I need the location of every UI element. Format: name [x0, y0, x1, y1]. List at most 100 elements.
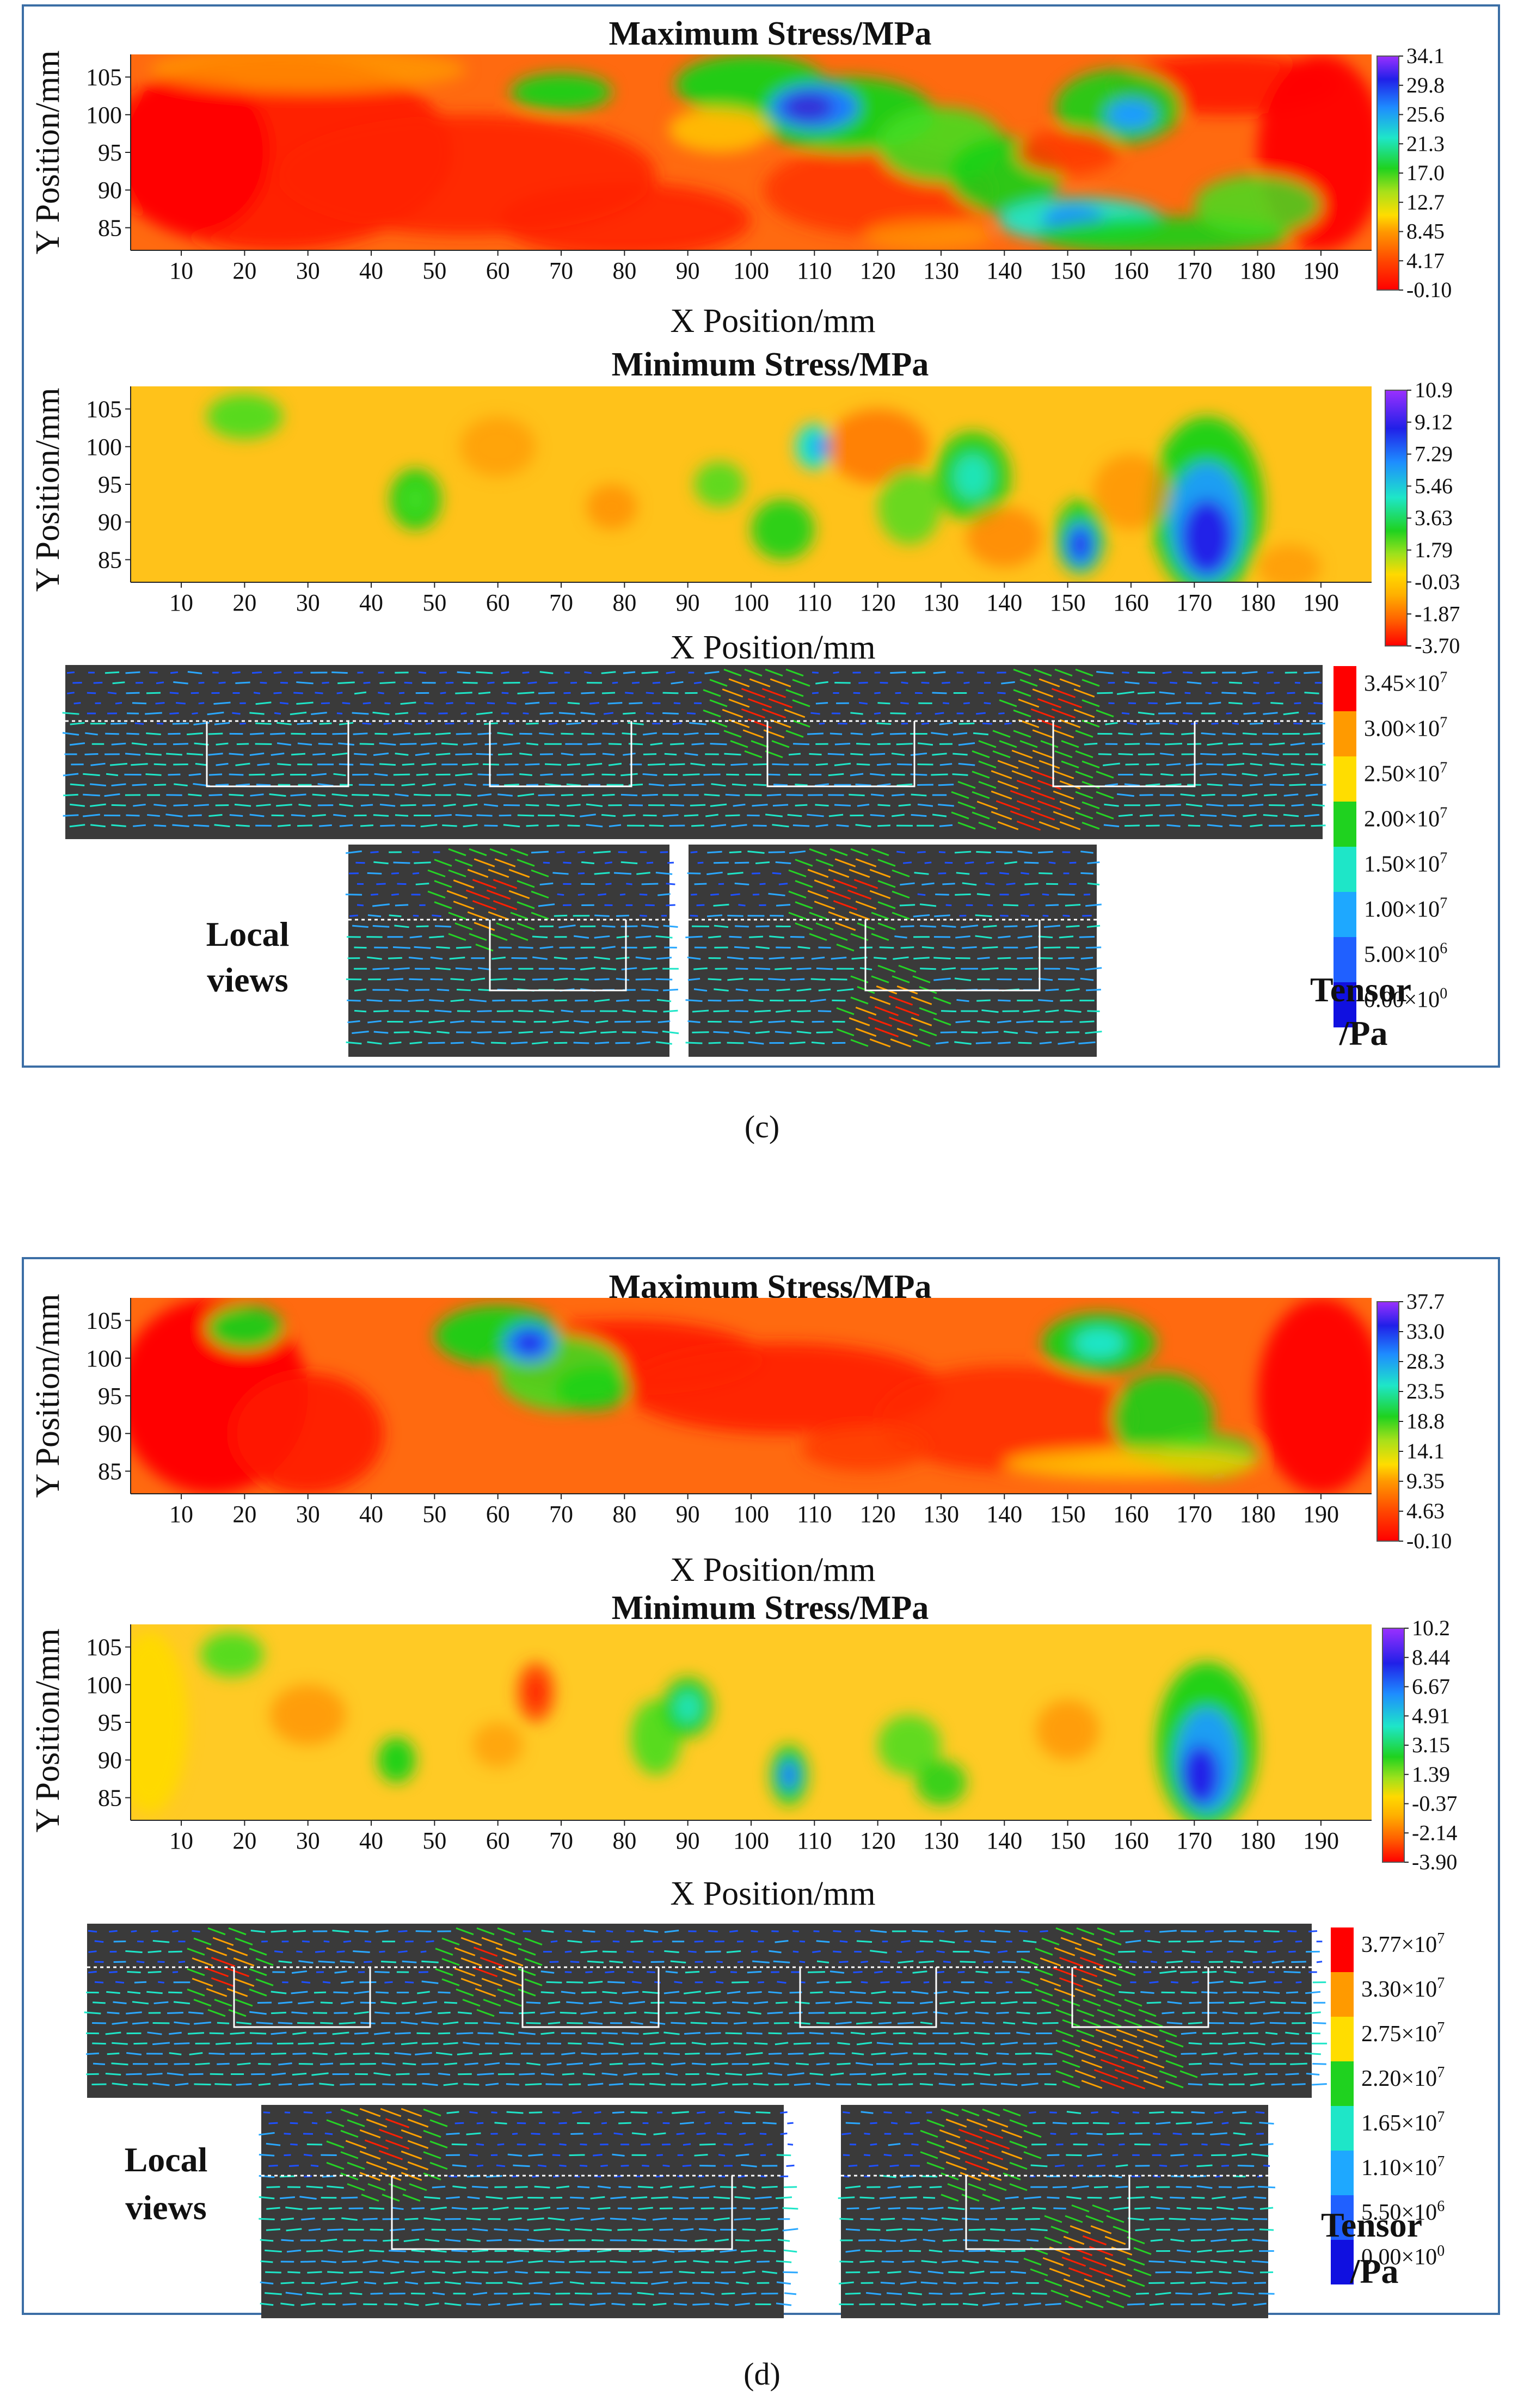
- stress-region: [497, 182, 751, 250]
- stress-vector: [589, 2062, 602, 2066]
- stress-vector: [939, 2001, 955, 2005]
- stress-vector: [663, 1009, 678, 1013]
- stress-vector: [402, 2194, 421, 2202]
- stress-vector: [666, 671, 675, 674]
- stress-vector: [741, 2164, 757, 2167]
- stress-vector: [1006, 883, 1016, 885]
- stress-vector: [670, 742, 684, 746]
- stress-vector: [374, 2052, 390, 2055]
- stress-vector: [1096, 771, 1114, 779]
- d-vector-field: [84, 1924, 1328, 2098]
- stress-vector: [1062, 914, 1070, 917]
- stress-vector: [296, 1950, 303, 1953]
- stress-vector: [404, 722, 413, 725]
- stress-vector: [1170, 2196, 1185, 2199]
- stress-vector: [630, 2111, 648, 2114]
- stress-vector: [752, 804, 768, 807]
- stress-vector: [1170, 2153, 1184, 2157]
- x-tick-label: 30: [296, 1501, 320, 1528]
- stress-vector: [374, 773, 388, 777]
- stress-vector: [980, 1940, 997, 1943]
- x-tick-label: 170: [1176, 1827, 1212, 1854]
- stress-vector: [613, 872, 632, 875]
- legend-times: ×10: [1404, 943, 1440, 968]
- stress-vector: [839, 2281, 854, 2285]
- stress-vector: [470, 977, 486, 981]
- stress-vector: [845, 2228, 861, 2231]
- stress-vector: [298, 1960, 314, 1964]
- stress-vector: [761, 708, 786, 719]
- stress-vector: [539, 753, 554, 755]
- stress-vector: [1081, 822, 1100, 830]
- stress-vector: [919, 1007, 937, 1015]
- stress-vector: [531, 851, 549, 854]
- stress-vector: [609, 2062, 623, 2066]
- stress-vector: [726, 2052, 741, 2055]
- stress-vector: [935, 712, 944, 715]
- stress-vector: [1304, 692, 1319, 694]
- stress-vector: [860, 2218, 874, 2220]
- legend-swatch: [1334, 937, 1356, 982]
- stress-vector: [1201, 2052, 1218, 2055]
- stress-vector: [753, 2001, 769, 2004]
- stress-vector: [679, 2292, 695, 2295]
- stress-vector: [1113, 2206, 1130, 2210]
- stress-vector: [1059, 719, 1081, 729]
- legend-times: ×10: [1402, 2200, 1437, 2225]
- stress-vector: [980, 2062, 997, 2066]
- stress-vector: [451, 2143, 468, 2146]
- stress-vector: [692, 2303, 710, 2306]
- stress-vector: [540, 1970, 555, 1974]
- colorbar-label: 9.35: [1406, 1469, 1445, 1493]
- stress-vector: [788, 2052, 804, 2055]
- stress-vector: [483, 763, 499, 766]
- stress-vector: [829, 1970, 845, 1974]
- stress-vector: [566, 2062, 583, 2066]
- min-plot-title: Minimum Stress/MPa: [612, 346, 929, 383]
- stress-vector: [900, 2196, 917, 2199]
- stress-vector: [1045, 904, 1059, 907]
- stress-vector: [471, 1041, 485, 1045]
- stress-vector: [969, 2270, 985, 2274]
- stress-vector: [763, 2122, 777, 2124]
- stress-vector: [209, 2032, 224, 2035]
- stress-vector: [845, 2292, 861, 2295]
- stress-vector: [1270, 702, 1283, 705]
- stress-vector: [972, 750, 990, 759]
- stress-vector: [850, 1039, 869, 1047]
- stress-vector: [691, 742, 704, 746]
- stress-vector: [214, 1999, 232, 2007]
- stress-vector: [871, 2052, 886, 2055]
- stress-vector: [940, 1031, 957, 1033]
- stress-vector: [656, 957, 672, 960]
- stress-vector: [1233, 2132, 1246, 2135]
- stress-vector: [346, 1041, 362, 1045]
- stress-vector: [1190, 2175, 1206, 2178]
- legend-mantissa: 5.50: [1361, 2200, 1402, 2225]
- stress-vector: [1243, 712, 1256, 715]
- stress-vector: [1249, 722, 1263, 725]
- stress-vector: [195, 2062, 210, 2066]
- stress-vector: [421, 2021, 439, 2025]
- stress-vector: [768, 1991, 782, 1994]
- stress-vector: [641, 2143, 650, 2146]
- stress-vector: [469, 848, 487, 857]
- stress-vector: [1271, 1960, 1285, 1964]
- stress-vector: [340, 2001, 354, 2005]
- stress-vector: [790, 978, 805, 981]
- stress-vector: [446, 702, 453, 705]
- stress-vector: [1238, 2270, 1254, 2274]
- stress-vector: [398, 1950, 408, 1953]
- stress-vector: [90, 783, 106, 787]
- stress-vector: [792, 679, 810, 687]
- stress-vector: [828, 773, 844, 777]
- stress-vector: [1191, 1981, 1199, 1984]
- stress-vector: [454, 922, 473, 931]
- stress-vector: [836, 1007, 855, 1015]
- stress-vector: [642, 967, 657, 970]
- stress-vector: [919, 2083, 933, 2086]
- stress-vector: [811, 956, 825, 960]
- stress-vector: [632, 1960, 641, 1963]
- stress-vector: [1080, 851, 1093, 854]
- stress-vector: [877, 880, 896, 888]
